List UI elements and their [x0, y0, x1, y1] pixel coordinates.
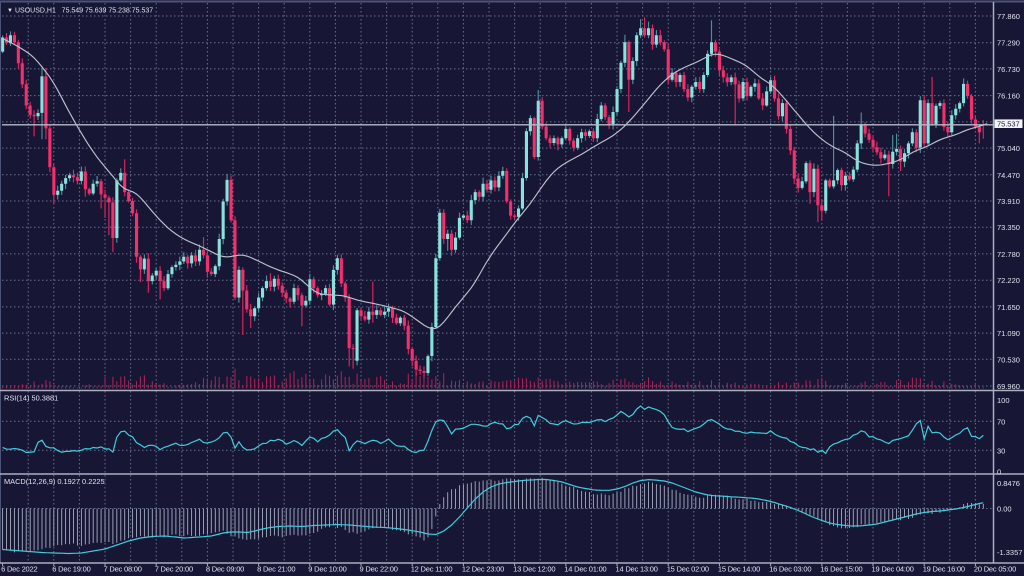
- svg-text:73.910: 73.910: [997, 197, 1020, 206]
- svg-text:9 Dec 22:00: 9 Dec 22:00: [360, 565, 398, 574]
- svg-text:12 Dec 11:00: 12 Dec 11:00: [411, 565, 453, 574]
- svg-text:72.780: 72.780: [997, 250, 1020, 259]
- svg-text:16 Dec 15:00: 16 Dec 15:00: [820, 565, 862, 574]
- svg-text:15 Dec 14:00: 15 Dec 14:00: [718, 565, 760, 574]
- svg-text:70: 70: [997, 417, 1005, 426]
- svg-text:77.290: 77.290: [997, 39, 1020, 48]
- svg-text:76.730: 76.730: [997, 65, 1020, 74]
- svg-text:13 Dec 12:00: 13 Dec 12:00: [513, 565, 555, 574]
- svg-text:6 Dec 2022: 6 Dec 2022: [1, 565, 37, 574]
- svg-text:15 Dec 02:00: 15 Dec 02:00: [667, 565, 709, 574]
- svg-text:0.8476: 0.8476: [997, 479, 1020, 488]
- svg-text:RSI(14) 50.3881: RSI(14) 50.3881: [4, 394, 58, 403]
- svg-text:USOUSD,H1 75.549 75.639 75.2: USOUSD,H1 75.549 75.639 75.238 75.537: [15, 8, 153, 15]
- svg-text:19 Dec 16:00: 19 Dec 16:00: [923, 565, 965, 574]
- svg-text:76.160: 76.160: [997, 92, 1020, 101]
- svg-text:16 Dec 03:00: 16 Dec 03:00: [769, 565, 811, 574]
- svg-text:20 Dec 05:00: 20 Dec 05:00: [974, 565, 1016, 574]
- svg-text:75.040: 75.040: [997, 144, 1020, 153]
- svg-text:0.00: 0.00: [997, 505, 1012, 514]
- svg-text:8 Dec 21:00: 8 Dec 21:00: [257, 565, 295, 574]
- svg-text:14 Dec 01:00: 14 Dec 01:00: [564, 565, 606, 574]
- svg-text:69.960: 69.960: [997, 382, 1020, 391]
- svg-text:72.220: 72.220: [997, 276, 1020, 285]
- svg-text:6 Dec 19:00: 6 Dec 19:00: [52, 565, 90, 574]
- svg-text:7 Dec 20:00: 7 Dec 20:00: [155, 565, 193, 574]
- svg-text:▼: ▼: [7, 8, 13, 14]
- svg-text:9 Dec 10:00: 9 Dec 10:00: [308, 565, 346, 574]
- svg-text:100: 100: [997, 396, 1010, 405]
- svg-text:-1.3357: -1.3357: [997, 548, 1022, 557]
- svg-text:70.530: 70.530: [997, 355, 1020, 364]
- svg-text:73.350: 73.350: [997, 223, 1020, 232]
- svg-text:MACD(12,26,9) 0.1927 0.2225: MACD(12,26,9) 0.1927 0.2225: [4, 477, 105, 486]
- svg-text:71.090: 71.090: [997, 329, 1020, 338]
- svg-text:7 Dec 08:00: 7 Dec 08:00: [104, 565, 142, 574]
- svg-text:14 Dec 13:00: 14 Dec 13:00: [616, 565, 658, 574]
- svg-text:74.470: 74.470: [997, 171, 1020, 180]
- svg-text:30: 30: [997, 446, 1005, 455]
- svg-text:19 Dec 04:00: 19 Dec 04:00: [872, 565, 914, 574]
- svg-text:75.537: 75.537: [997, 119, 1020, 128]
- svg-text:8 Dec 09:00: 8 Dec 09:00: [206, 565, 244, 574]
- svg-text:71.650: 71.650: [997, 303, 1020, 312]
- svg-text:12 Dec 23:00: 12 Dec 23:00: [462, 565, 504, 574]
- svg-text:77.860: 77.860: [997, 12, 1020, 21]
- svg-text:0: 0: [997, 468, 1001, 477]
